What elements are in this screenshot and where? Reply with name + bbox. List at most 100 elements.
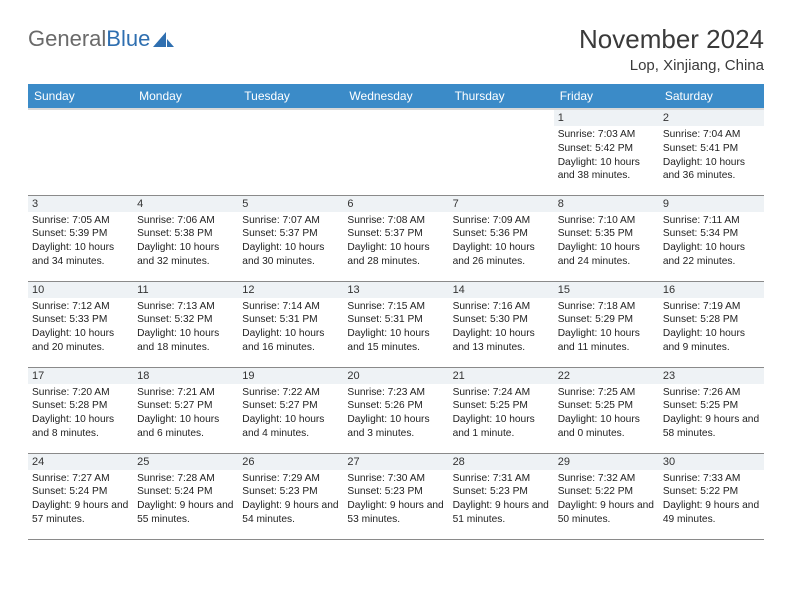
daylight-text: Daylight: 9 hours and 51 minutes. [453,499,550,527]
daylight-text: Daylight: 10 hours and 16 minutes. [242,327,339,355]
logo-word-general: General [28,26,106,52]
sunrise-text: Sunrise: 7:06 AM [137,214,234,228]
day-details: Sunrise: 7:13 AMSunset: 5:32 PMDaylight:… [137,300,234,355]
calendar-day-cell: 16Sunrise: 7:19 AMSunset: 5:28 PMDayligh… [659,281,764,367]
sunset-text: Sunset: 5:26 PM [347,399,444,413]
calendar-day-cell: 8Sunrise: 7:10 AMSunset: 5:35 PMDaylight… [554,195,659,281]
sunrise-text: Sunrise: 7:07 AM [242,214,339,228]
sunrise-text: Sunrise: 7:24 AM [453,386,550,400]
sunset-text: Sunset: 5:41 PM [663,142,760,156]
calendar-day-cell: 20 Sunrise: 7:23 AMSunset: 5:26 PMDayligh… [343,367,448,453]
sunrise-text: Sunrise: 7:31 AM [453,472,550,486]
day-details: Sunrise: 7:04 AMSunset: 5:41 PMDaylight:… [663,128,760,183]
day-number: 24 [28,454,133,470]
weekday-header: Thursday [449,84,554,109]
logo: GeneralBlue [28,26,175,52]
calendar-day-cell: 12Sunrise: 7:14 AMSunset: 5:31 PMDayligh… [238,281,343,367]
daylight-text: Daylight: 10 hours and 38 minutes. [558,156,655,184]
logo-sail-icon [153,30,175,48]
day-details: Sunrise: 7:14 AMSunset: 5:31 PMDaylight:… [242,300,339,355]
sunrise-text: Sunrise: 7:23 AM [347,386,444,400]
daylight-text: Daylight: 9 hours and 50 minutes. [558,499,655,527]
sunrise-text: Sunrise: 7:13 AM [137,300,234,314]
day-number: 6 [343,196,448,212]
day-number: 18 [133,368,238,384]
calendar-day-cell [238,109,343,195]
calendar-day-cell: 3Sunrise: 7:05 AMSunset: 5:39 PMDaylight… [28,195,133,281]
day-number: 25 [133,454,238,470]
day-number: 9 [659,196,764,212]
weekday-header: Wednesday [343,84,448,109]
day-number: 10 [28,282,133,298]
sunset-text: Sunset: 5:24 PM [137,485,234,499]
day-details: Sunrise: 7:07 AMSunset: 5:37 PMDaylight:… [242,214,339,269]
daylight-text: Daylight: 10 hours and 34 minutes. [32,241,129,269]
day-number: 26 [238,454,343,470]
sunset-text: Sunset: 5:29 PM [558,313,655,327]
day-number: 30 [659,454,764,470]
sunrise-text: Sunrise: 7:16 AM [453,300,550,314]
calendar-day-cell: 27 Sunrise: 7:30 AMSunset: 5:23 PMDayligh… [343,453,448,539]
daylight-text: Daylight: 9 hours and 53 minutes. [347,499,444,527]
sunset-text: Sunset: 5:35 PM [558,227,655,241]
sunset-text: Sunset: 5:33 PM [32,313,129,327]
day-number: 29 [554,454,659,470]
daylight-text: Daylight: 10 hours and 0 minutes. [558,413,655,441]
sunset-text: Sunset: 5:23 PM [242,485,339,499]
calendar-day-cell: 4Sunrise: 7:06 AMSunset: 5:38 PMDaylight… [133,195,238,281]
daylight-text: Daylight: 9 hours and 49 minutes. [663,499,760,527]
sunrise-text: Sunrise: 7:32 AM [558,472,655,486]
day-number: 23 [659,368,764,384]
sunrise-text: Sunrise: 7:28 AM [137,472,234,486]
daylight-text: Daylight: 10 hours and 32 minutes. [137,241,234,269]
calendar-day-cell: 13Sunrise: 7:15 AMSunset: 5:31 PMDayligh… [343,281,448,367]
calendar-week-row: 1Sunrise: 7:03 AMSunset: 5:42 PMDaylight… [28,109,764,195]
day-details: Sunrise: 7:30 AMSunset: 5:23 PMDaylight:… [347,472,444,527]
sunrise-text: Sunrise: 7:14 AM [242,300,339,314]
daylight-text: Daylight: 9 hours and 55 minutes. [137,499,234,527]
sunrise-text: Sunrise: 7:29 AM [242,472,339,486]
sunset-text: Sunset: 5:37 PM [347,227,444,241]
day-number: 21 [449,368,554,384]
day-number: 27 [343,454,448,470]
daylight-text: Daylight: 10 hours and 22 minutes. [663,241,760,269]
calendar-day-cell: 23 Sunrise: 7:26 AMSunset: 5:25 PMDayligh… [659,367,764,453]
daylight-text: Daylight: 10 hours and 8 minutes. [32,413,129,441]
day-details: Sunrise: 7:08 AMSunset: 5:37 PMDaylight:… [347,214,444,269]
day-number: 5 [238,196,343,212]
daylight-text: Daylight: 10 hours and 26 minutes. [453,241,550,269]
day-number: 20 [343,368,448,384]
daylight-text: Daylight: 9 hours and 57 minutes. [32,499,129,527]
calendar-day-cell: 25 Sunrise: 7:28 AMSunset: 5:24 PMDayligh… [133,453,238,539]
sunset-text: Sunset: 5:30 PM [453,313,550,327]
day-number: 2 [659,110,764,126]
day-details: Sunrise: 7:32 AMSunset: 5:22 PMDaylight:… [558,472,655,527]
logo-word-blue: Blue [106,26,150,52]
day-number: 22 [554,368,659,384]
sunrise-text: Sunrise: 7:33 AM [663,472,760,486]
day-details: Sunrise: 7:26 AMSunset: 5:25 PMDaylight:… [663,386,760,441]
sunrise-text: Sunrise: 7:12 AM [32,300,129,314]
day-number: 1 [554,110,659,126]
calendar-day-cell: 28Sunrise: 7:31 AMSunset: 5:23 PMDayligh… [449,453,554,539]
calendar-day-cell: 1Sunrise: 7:03 AMSunset: 5:42 PMDaylight… [554,109,659,195]
day-details: Sunrise: 7:10 AMSunset: 5:35 PMDaylight:… [558,214,655,269]
location-text: Lop, Xinjiang, China [579,57,764,74]
daylight-text: Daylight: 10 hours and 11 minutes. [558,327,655,355]
calendar-day-cell: 21Sunrise: 7:24 AMSunset: 5:25 PMDayligh… [449,367,554,453]
day-number: 11 [133,282,238,298]
day-number: 13 [343,282,448,298]
day-details: Sunrise: 7:28 AMSunset: 5:24 PMDaylight:… [137,472,234,527]
daylight-text: Daylight: 9 hours and 54 minutes. [242,499,339,527]
sunrise-text: Sunrise: 7:08 AM [347,214,444,228]
sunset-text: Sunset: 5:27 PM [137,399,234,413]
daylight-text: Daylight: 10 hours and 9 minutes. [663,327,760,355]
calendar-day-cell: 14Sunrise: 7:16 AMSunset: 5:30 PMDayligh… [449,281,554,367]
calendar-day-cell: 11 Sunrise: 7:13 AMSunset: 5:32 PMDayligh… [133,281,238,367]
sunset-text: Sunset: 5:24 PM [32,485,129,499]
day-details: Sunrise: 7:23 AMSunset: 5:26 PMDaylight:… [347,386,444,441]
sunset-text: Sunset: 5:31 PM [347,313,444,327]
weekday-header: Tuesday [238,84,343,109]
month-title: November 2024 [579,24,764,55]
sunrise-text: Sunrise: 7:30 AM [347,472,444,486]
